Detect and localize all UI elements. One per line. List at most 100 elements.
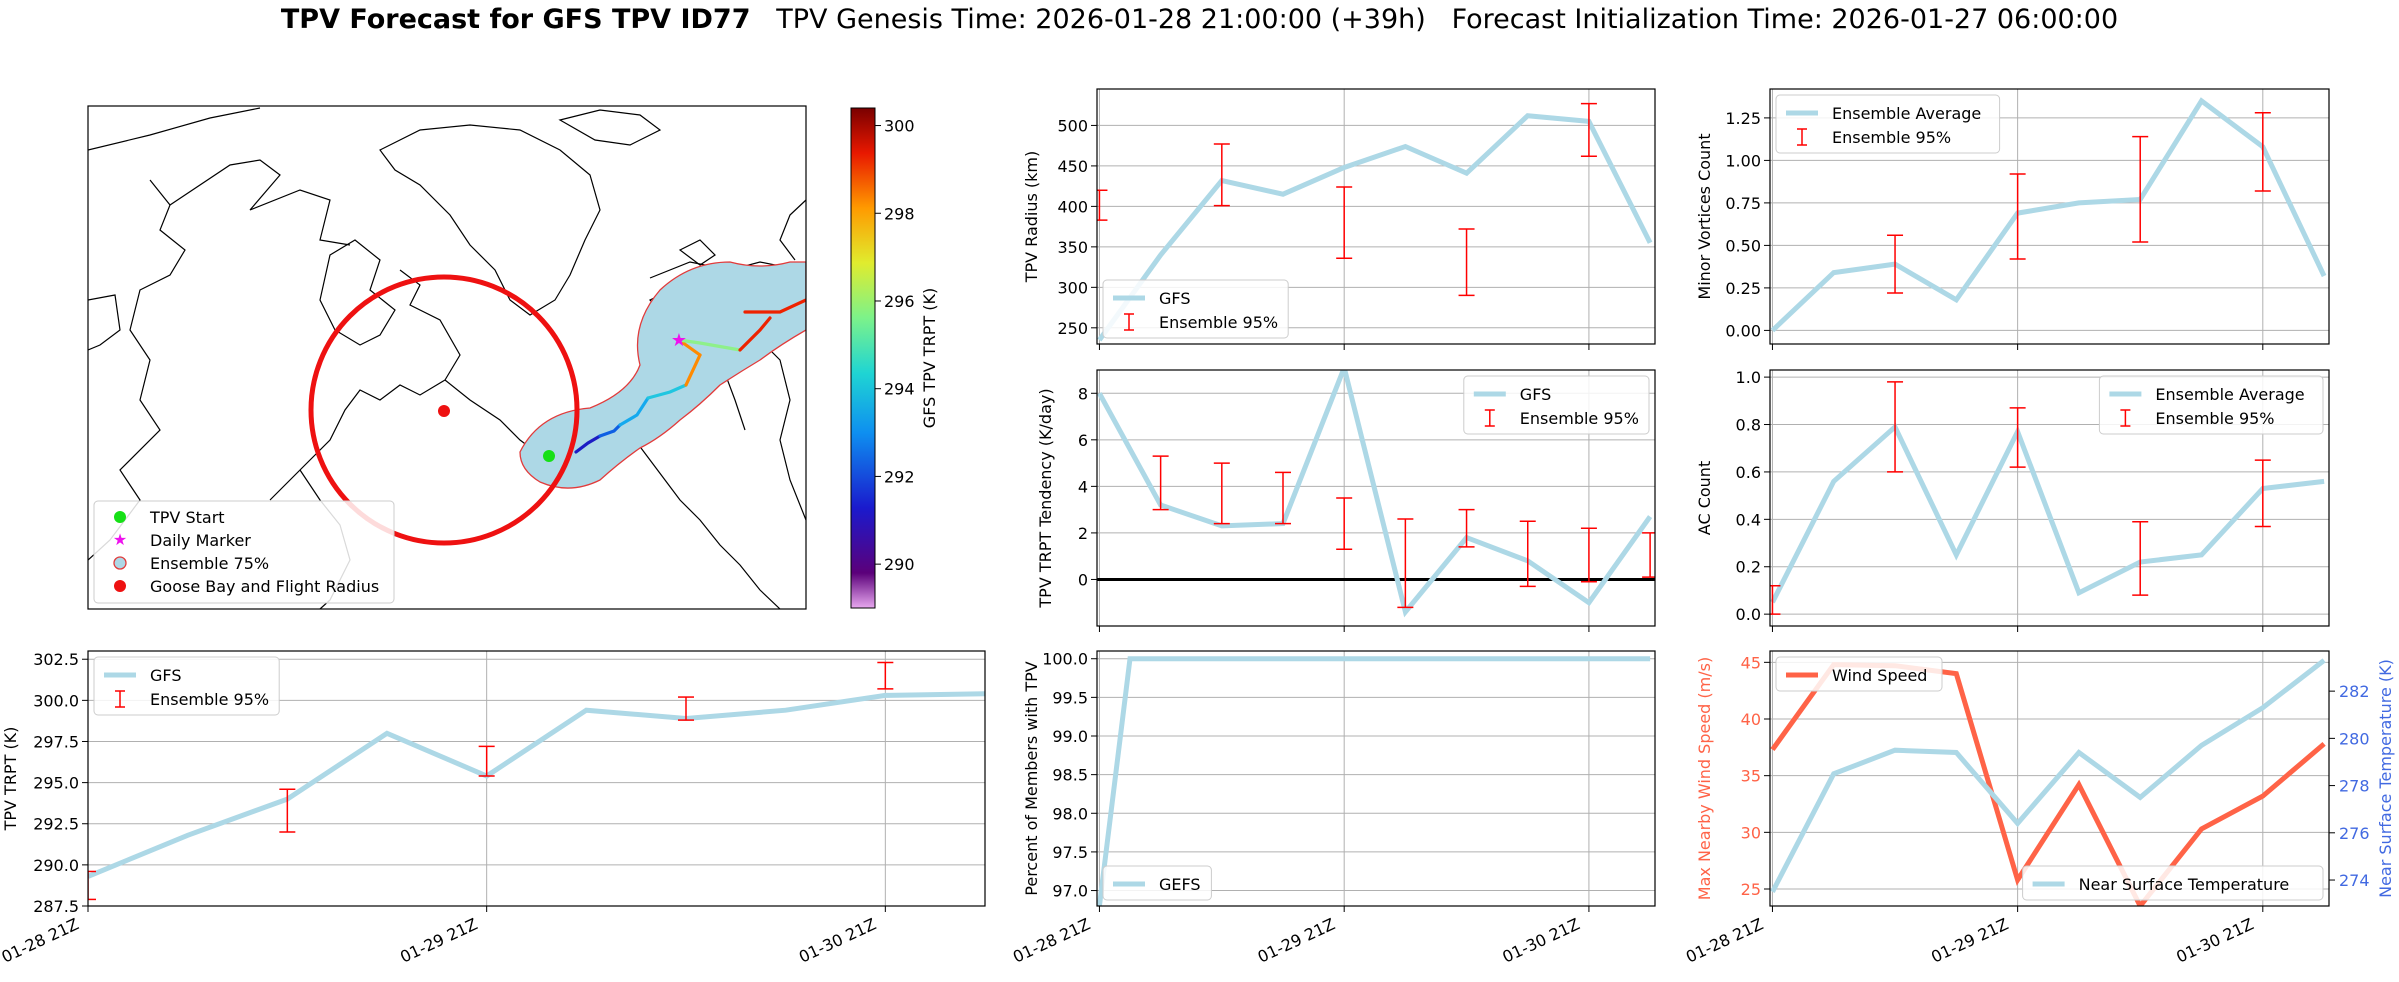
track-segment	[618, 396, 650, 427]
y-tick-label: 99.0	[1052, 727, 1088, 746]
y-tick-label: 0.4	[1736, 510, 1761, 529]
wind-temp-panel: 01-28 21Z 01-29 21Z 01-30 21Z 25 30 35 40 45 Max…	[1683, 650, 2395, 967]
y-tick-label: 6	[1078, 431, 1088, 450]
goose-bay-marker	[438, 405, 450, 417]
y-tick-label: 0.50	[1725, 236, 1761, 255]
map-legend: TPV Start ★ Daily Marker Ensemble 75% Go…	[93, 500, 395, 604]
legend-label: GFS	[150, 666, 181, 685]
axes-frame	[1769, 650, 2330, 907]
series-line	[1770, 97, 2327, 333]
goose-bay-flight-radius	[308, 274, 580, 546]
colorbar-gradient	[850, 107, 876, 609]
legend-box	[1775, 656, 1943, 692]
title-init: Forecast Initialization Time: 2026-01-27…	[1451, 4, 2119, 35]
trpt-panel: 01-28 21Z 01-29 21Z 01-30 21Z 287.5 290.0 292…	[0, 650, 986, 967]
axes-background	[1770, 651, 2329, 906]
legend-label: GFS	[1520, 385, 1551, 404]
percent-members-panel: 01-28 21Z 01-29 21Z 01-30 21Z 97.0 97.5 98.0 9…	[1010, 650, 1656, 967]
y-right-tick-label: 276	[2339, 824, 2370, 843]
colorbar-ticks: 290 292 294 296 298 300	[875, 117, 915, 574]
y-right-axis-label: Near Surface Temperature (K)	[2376, 659, 2395, 898]
y-tick-label: 1.25	[1725, 109, 1761, 128]
series-line	[1097, 113, 1653, 342]
colorbar: 290 292 294 296 298 300 GFS TPV TRPT (K)	[850, 107, 939, 609]
legend-goose-bay: Goose Bay and Flight Radius	[150, 577, 379, 596]
y-tick-label: 40	[1741, 710, 1761, 729]
y-tick-label: 295.0	[33, 774, 79, 793]
daily-marker-star: ★	[671, 330, 687, 351]
minor-vortices-panel: 0.00 0.25 0.50 0.75 1.00 1.25 Minor Vortices C…	[1695, 88, 2330, 350]
figure-title: TPV Forecast for GFS TPV ID77 TPV Genesi…	[0, 4, 2399, 35]
x-tick-label: 01-30 21Z	[796, 914, 879, 966]
coastlines	[88, 107, 806, 609]
x-tick-label: 01-30 21Z	[1499, 914, 1582, 966]
y-tick-label: 0.0	[1736, 605, 1761, 624]
y-tick-label: 97.5	[1052, 843, 1088, 862]
map-frame	[87, 105, 807, 610]
y-tick-label: 98.0	[1052, 804, 1088, 823]
y-tick-label: 400	[1057, 197, 1088, 216]
y-tick-label: 0.00	[1725, 321, 1761, 340]
legend-label: Ensemble 95%	[150, 690, 269, 709]
y-tick-label: 100.0	[1042, 650, 1088, 669]
axes-frame	[1096, 650, 1656, 907]
y-axis-label: Minor Vortices Count	[1695, 133, 1714, 299]
y-tick-label: 25	[1741, 880, 1761, 899]
legend-label: Near Surface Temperature	[2079, 875, 2290, 894]
tpv-track	[574, 298, 806, 454]
y-tick-label: 45	[1741, 653, 1761, 672]
colorbar-tick-label: 300	[884, 117, 915, 136]
tpv-start-marker	[543, 450, 555, 462]
colorbar-tick-label: 298	[884, 204, 915, 223]
x-tick-label: 01-28 21Z	[1683, 914, 1766, 966]
y-tick-label: 2	[1078, 524, 1088, 543]
axes-frame	[87, 650, 986, 907]
map-area: ★ TPV Start ★ Daily Marker Ensemble 75% …	[88, 106, 806, 609]
track-segment	[684, 353, 702, 387]
y-tick-label: 292.5	[33, 815, 79, 834]
colorbar-tick-label: 296	[884, 292, 915, 311]
legend-box	[1775, 94, 2001, 154]
plot-area	[1097, 656, 1651, 906]
y-tick-label: 99.5	[1052, 688, 1088, 707]
legend-label: GFS	[1159, 289, 1190, 308]
y-tick-label: 0	[1078, 570, 1088, 589]
ensemble-75-region	[519, 261, 806, 489]
track-segment	[646, 383, 688, 400]
y-tick-label: 4	[1078, 477, 1088, 496]
axes-frame	[1769, 88, 2330, 345]
colorbar-tick-label: 294	[884, 380, 915, 399]
map-legend-box	[93, 500, 395, 604]
legend-box	[1102, 865, 1212, 901]
y-axis-label: AC Count	[1695, 461, 1714, 535]
y-tick-label: 35	[1741, 767, 1761, 786]
tendency-panel: 0 2 4 6 8 TPV TRPT Tendency (K/day) GFS Ensembl…	[1036, 369, 1656, 632]
y-tick-label: 0.2	[1736, 558, 1761, 577]
series-line	[88, 691, 985, 879]
track-segment	[677, 338, 742, 352]
y-tick-label: 350	[1057, 238, 1088, 257]
y-right-tick-label: 282	[2339, 682, 2370, 701]
y-axis-label: Percent of Members with TPV	[1022, 661, 1041, 895]
legend-box	[2022, 865, 2324, 901]
legend-daily-marker: Daily Marker	[150, 531, 251, 550]
plot-area	[1097, 370, 1655, 618]
legend-label: Wind Speed	[1832, 666, 1927, 685]
series-line	[1097, 370, 1653, 618]
y-tick-label: 97.0	[1052, 882, 1088, 901]
axes-frame	[1096, 369, 1656, 627]
legend-box	[93, 656, 280, 716]
title-main: TPV Forecast for GFS TPV ID77	[280, 4, 751, 35]
y-axis-label: TPV TRPT (K)	[1, 727, 20, 832]
y-tick-label: 250	[1057, 319, 1088, 338]
track-segment	[738, 316, 772, 352]
y-tick-label: 30	[1741, 823, 1761, 842]
map-panel: ★ TPV Start ★ Daily Marker Ensemble 75% …	[87, 105, 939, 610]
track-segment	[598, 423, 622, 438]
ac-count-panel: 0.0 0.2 0.4 0.6 0.8 1.0 AC Count Ensemble Avera…	[1695, 368, 2330, 632]
y-tick-label: 0.6	[1736, 463, 1761, 482]
plot-area	[88, 661, 985, 901]
y-tick-label: 0.25	[1725, 279, 1761, 298]
y-tick-label: 297.5	[33, 732, 79, 751]
